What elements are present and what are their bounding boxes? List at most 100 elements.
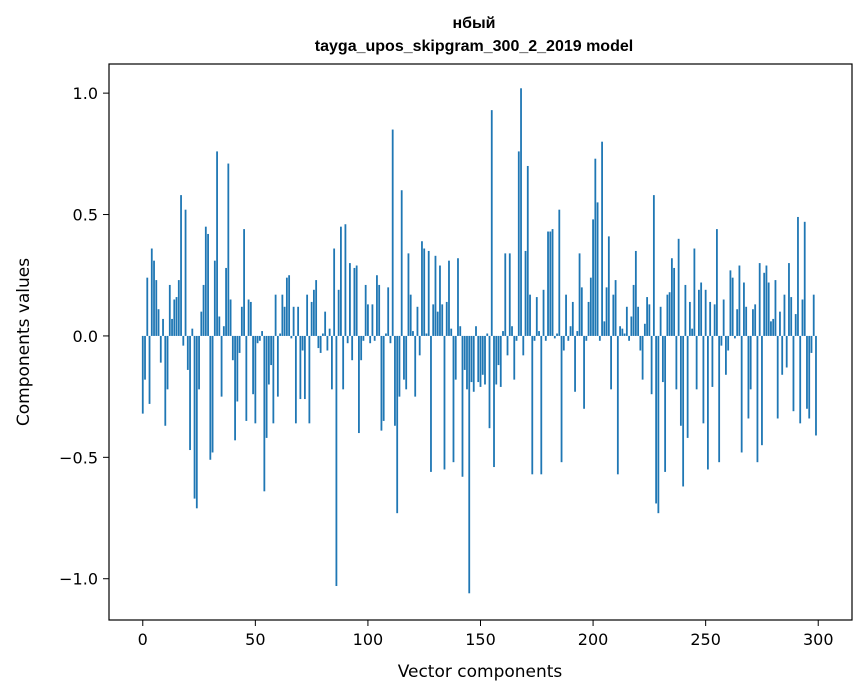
bar-207 [607,236,610,336]
bar-53 [261,331,263,336]
bar-132 [439,265,441,336]
bar-173 [531,335,534,475]
bar-17 [180,195,182,336]
bar-240 [682,335,685,487]
bar-225 [648,304,651,336]
bar-23 [193,335,196,499]
bar-169 [522,335,525,356]
bar-75 [310,301,313,336]
bar-204 [601,141,603,336]
bar-1 [144,335,146,380]
bar-253 [711,335,714,387]
bar-128 [430,335,432,472]
bar-154 [488,335,491,429]
bar-161 [504,253,507,336]
bar-73 [306,294,309,336]
bar-285 [783,294,786,336]
bar-259 [725,335,727,375]
bar-165 [513,335,516,380]
bar-152 [484,335,486,385]
bar-232 [664,335,667,472]
bar-29 [207,233,209,336]
bar-71 [301,335,304,351]
bar-92 [349,263,351,336]
bar-275 [761,335,763,446]
x-tick-label: 50 [245,630,265,649]
bar-178 [542,289,545,336]
bar-120 [412,331,414,336]
bar-265 [738,265,741,336]
bar-56 [267,335,270,385]
bar-157 [495,335,498,385]
bar-243 [688,301,691,336]
bar-272 [754,304,757,336]
bar-95 [355,265,358,336]
bar-276 [763,272,766,336]
bar-133 [441,304,444,336]
bar-220 [637,306,640,336]
x-tick-label: 100 [353,630,384,649]
bar-229 [657,335,660,514]
bar-151 [481,335,484,375]
bar-279 [770,321,772,336]
bar-144 [466,335,468,390]
bar-266 [740,335,743,453]
bar-131 [436,311,439,336]
bar-33 [216,151,218,336]
bar-286 [785,335,788,368]
bar-156 [493,335,495,468]
bar-183 [553,335,556,339]
bar-80 [321,333,324,336]
bar-172 [529,294,531,336]
bar-184 [556,333,558,336]
bar-222 [641,335,644,380]
bar-191 [571,301,574,336]
bar-138 [452,335,455,463]
bar-69 [297,306,300,336]
bar-26 [200,311,203,336]
bar-147 [472,335,475,392]
bar-214 [623,333,626,336]
bar-86 [335,335,338,587]
bar-12 [168,284,171,336]
bar-277 [765,265,768,336]
bar-67 [292,306,295,336]
bar-3 [148,335,151,404]
bar-261 [729,270,732,336]
bar-163 [508,253,511,336]
bar-117 [405,335,408,390]
bar-189 [567,335,570,341]
bar-150 [479,335,482,387]
bar-54 [263,335,266,492]
bar-42 [236,335,239,402]
bar-293 [801,299,804,336]
bar-35 [220,335,223,397]
bar-10 [164,335,167,426]
y-tick-label: 0.5 [73,206,98,225]
bar-186 [560,335,563,463]
bar-260 [727,335,730,351]
bar-89 [342,335,345,390]
bar-255 [716,229,718,336]
bar-113 [396,335,399,514]
bar-57 [270,335,273,366]
bar-283 [779,311,781,336]
bar-197 [585,335,588,341]
bar-124 [421,241,423,336]
bar-187 [562,335,565,351]
bar-211 [616,335,619,475]
bar-208 [610,335,612,390]
bar-271 [752,309,754,336]
bar-179 [544,335,547,341]
bar-22 [191,328,194,336]
bar-246 [695,335,698,390]
bar-244 [691,328,694,336]
bar-70 [299,335,302,400]
bar-273 [756,335,759,463]
bar-299 [815,335,817,436]
bar-139 [454,335,457,380]
bar-166 [515,335,518,341]
bar-198 [587,301,590,336]
x-tick-label: 300 [803,630,834,649]
bar-64 [285,277,288,336]
